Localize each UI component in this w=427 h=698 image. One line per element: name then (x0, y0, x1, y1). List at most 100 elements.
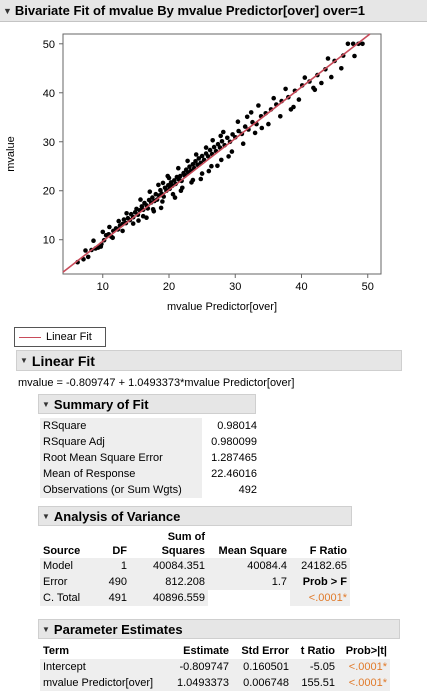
col-term: Term (43, 645, 70, 657)
data-point (203, 145, 209, 150)
data-point (360, 41, 365, 47)
x-tick-label: 30 (229, 281, 241, 293)
report-title-bar[interactable]: ▼ Bivariate Fit of mvalue By mvalue Pred… (0, 0, 427, 22)
data-point (198, 176, 204, 182)
data-point (160, 199, 165, 204)
disclosure-triangle-icon[interactable]: ▼ (3, 5, 12, 16)
table-row: RSquare Adj 0.980099 (40, 434, 260, 450)
x-axis-label: mvalue Predictor[over] (167, 301, 277, 313)
data-point (166, 183, 171, 188)
data-point (83, 248, 88, 253)
data-point (107, 224, 112, 230)
data-point (193, 159, 198, 164)
scatter-plot: 10 20 30 40 50 10 20 30 40 50 mvalue Predictor[o… (5, 33, 382, 313)
cell-prob: <.0001* (338, 675, 390, 691)
col-std-error: Std Error (241, 645, 289, 657)
data-point (350, 41, 356, 47)
data-point (215, 141, 221, 147)
col-ss: Squares (161, 545, 205, 557)
data-point (199, 171, 205, 176)
data-point (215, 163, 220, 169)
data-point (136, 218, 141, 223)
cell-std-error: 0.006748 (232, 675, 292, 691)
table-row: Mean of Response 22.46016 (40, 466, 260, 482)
data-point (339, 66, 344, 71)
x-tick-label: 10 (97, 281, 109, 293)
linear-fit-title: Linear Fit (31, 352, 95, 369)
analysis-of-variance-header[interactable]: ▼ Analysis of Variance (38, 506, 352, 526)
data-point (100, 229, 106, 235)
y-tick-label: 50 (43, 39, 55, 51)
col-ss-top: Sum of (167, 531, 205, 543)
cell-ss: 40896.559 (130, 590, 208, 606)
data-point (311, 85, 316, 91)
data-point (185, 158, 190, 164)
cell-ss: 812.208 (130, 574, 208, 590)
data-point (172, 195, 178, 200)
data-point (81, 257, 86, 262)
y-tick-label: 30 (43, 137, 55, 149)
disclosure-triangle-icon[interactable]: ▼ (42, 511, 50, 521)
data-point (271, 95, 277, 101)
plot-frame (62, 33, 382, 275)
data-point (158, 187, 163, 193)
data-point (225, 135, 230, 141)
legend-label: Linear Fit (46, 331, 92, 343)
cell-t-ratio: 155.51 (292, 675, 338, 691)
parameter-estimates-title: Parameter Estimates (53, 621, 183, 637)
table-row: Error 490 812.208 1.7 Prob > F (40, 574, 350, 590)
cell-estimate: -0.809747 (166, 659, 232, 675)
data-point (296, 97, 302, 102)
cell-prob-value: <.0001* (290, 590, 350, 606)
data-point (178, 188, 184, 193)
legend[interactable]: Linear Fit (14, 327, 106, 347)
data-point (124, 211, 129, 216)
linear-fit-header[interactable]: ▼ Linear Fit (16, 350, 402, 371)
data-point (302, 75, 308, 80)
analysis-of-variance-title: Analysis of Variance (53, 508, 181, 524)
cell-t-ratio: -5.05 (292, 659, 338, 675)
data-point (252, 130, 258, 136)
disclosure-triangle-icon[interactable]: ▼ (42, 624, 50, 634)
data-point (259, 125, 265, 131)
data-point (242, 124, 248, 129)
data-point (160, 180, 166, 186)
data-point (235, 119, 241, 124)
table-row: C. Total 491 40896.559 <.0001* (40, 590, 350, 606)
data-point (110, 235, 115, 241)
data-point (283, 86, 288, 92)
stat-label: RSquare Adj (40, 434, 202, 450)
data-point (150, 195, 155, 200)
table-row: mvalue Predictor[over] 1.0493373 0.00674… (40, 675, 390, 691)
data-point (248, 110, 254, 115)
parameter-estimates-header[interactable]: ▼ Parameter Estimates (38, 619, 400, 639)
data-point (230, 132, 235, 137)
table-row: Model 1 40084.351 40084.4 24182.65 (40, 558, 350, 574)
disclosure-triangle-icon[interactable]: ▼ (20, 356, 28, 365)
stat-label: Mean of Response (40, 466, 202, 482)
summary-of-fit-header[interactable]: ▼ Summary of Fit (38, 394, 256, 414)
data-point (240, 141, 246, 146)
col-source: Source (43, 545, 81, 557)
data-point (196, 156, 202, 161)
data-point (189, 180, 194, 185)
data-point (170, 191, 176, 197)
data-point (219, 157, 224, 163)
data-point (190, 162, 196, 167)
data-point (116, 218, 121, 224)
data-point (319, 80, 324, 86)
disclosure-triangle-icon[interactable]: ▼ (42, 399, 50, 409)
data-point (205, 154, 211, 159)
summary-of-fit-title: Summary of Fit (53, 396, 149, 412)
stat-value: 0.980099 (211, 436, 257, 448)
data-point (147, 189, 153, 194)
cell-ms: 40084.4 (208, 558, 290, 574)
data-point (221, 129, 226, 135)
col-mean-square: Mean Square (218, 545, 287, 557)
stat-label: Observations (or Sum Wgts) (40, 482, 202, 498)
cell-source: Model (40, 558, 92, 574)
fit-equation: mvalue = -0.809747 + 1.0493373*mvalue Pr… (18, 377, 295, 389)
data-point (91, 238, 96, 243)
data-point (345, 41, 351, 47)
col-df: DF (112, 545, 127, 557)
